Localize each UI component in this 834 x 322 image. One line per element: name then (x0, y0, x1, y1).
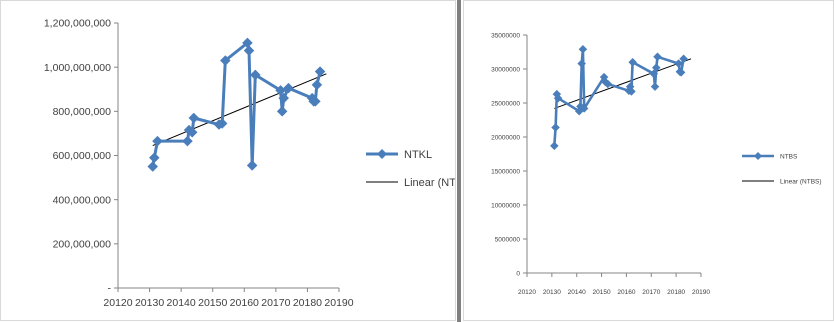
data-point-marker (549, 141, 559, 151)
data-point-marker (653, 52, 662, 62)
chart-ntkl-svg: - 200,000,000 400,000,000 600,000,000 800,00… (44, 18, 455, 309)
data-point-marker (579, 104, 589, 113)
trendline (554, 58, 692, 109)
data-point-marker (219, 55, 231, 66)
x-tick-label: 20120 (103, 297, 132, 309)
data-point-marker (314, 66, 326, 77)
y-tick-label: 0 (516, 270, 520, 277)
x-tick-label: 20130 (135, 297, 164, 309)
data-point-marker (650, 82, 660, 92)
data-point-marker (651, 63, 661, 72)
data-point-marker (147, 161, 159, 172)
x-tick-label: 20120 (518, 289, 536, 296)
x-tick-label: 20180 (293, 297, 322, 309)
data-point-marker (148, 152, 160, 164)
data-point-marker (188, 112, 200, 124)
x-tick-label: 20190 (692, 289, 710, 296)
legend-label-trendline: Linear (NTKL) (404, 177, 455, 189)
data-point-marker (577, 59, 587, 68)
legend-marker-diamond (754, 152, 762, 160)
data-point-marker (216, 118, 228, 129)
series-line (553, 47, 685, 146)
x-tick-label: 20180 (667, 289, 685, 296)
legend-label-series: NTBS (780, 153, 798, 160)
x-tick-label: 20170 (261, 297, 290, 309)
data-point-marker (278, 92, 290, 104)
y-tick-label: 35000000 (491, 32, 520, 39)
data-point-marker (676, 68, 686, 77)
data-point-marker (628, 57, 637, 67)
data-point-marker (553, 93, 563, 103)
legend-label-trendline: Linear (NTBS) (780, 178, 822, 185)
y-tick-label: 10000000 (491, 202, 520, 209)
data-point-marker (249, 69, 261, 81)
y-tick-label: 400,000,000 (53, 194, 112, 206)
y-tick-label: 30000000 (491, 66, 520, 73)
data-point-marker (674, 59, 683, 68)
legend-marker-diamond (377, 149, 387, 159)
y-tick-label: 1,000,000,000 (44, 62, 111, 74)
data-point-marker (649, 69, 659, 79)
x-tick-label: 20140 (167, 297, 196, 309)
x-tick-label: 20130 (543, 289, 561, 296)
y-tick-label: - (108, 283, 112, 295)
series-line (151, 41, 322, 167)
y-tick-label: 5000000 (495, 236, 521, 243)
data-point-marker (186, 126, 198, 138)
y-tick-label: 15000000 (491, 168, 520, 175)
y-tick-label: 200,000,000 (53, 239, 112, 251)
chart-panel-ntkl: - 200,000,000 400,000,000 600,000,000 800,00… (0, 0, 456, 321)
y-tick-label: 20000000 (491, 134, 520, 141)
data-point-marker (243, 45, 255, 56)
x-tick-label: 20170 (642, 289, 660, 296)
data-point-marker (679, 54, 688, 64)
x-tick-label: 20150 (593, 289, 611, 296)
legend-label-series: NTKL (404, 149, 432, 161)
data-point-marker (551, 123, 560, 132)
data-point-marker (309, 96, 321, 107)
x-tick-label: 20190 (324, 297, 353, 309)
data-point-marker (578, 44, 588, 54)
y-tick-label: 800,000,000 (53, 106, 112, 118)
panel-divider (457, 0, 461, 322)
data-point-marker (627, 87, 636, 96)
data-point-marker (603, 79, 613, 89)
data-point-marker (246, 160, 258, 171)
chart-ntbs-svg: 0 5000000 10000000 15000000 20000000 25000000… (491, 32, 822, 296)
y-tick-label: 600,000,000 (53, 150, 112, 162)
x-tick-label: 20150 (198, 297, 227, 309)
data-point-marker (152, 135, 163, 147)
data-point-marker (276, 105, 288, 117)
data-point-marker (311, 79, 323, 91)
data-point-marker (283, 82, 294, 94)
trendline (152, 73, 327, 147)
x-tick-label: 20160 (617, 289, 635, 296)
data-point-marker (182, 135, 193, 147)
y-tick-label: 1,200,000,000 (44, 18, 111, 30)
y-tick-label: 25000000 (491, 100, 520, 107)
x-tick-label: 20140 (568, 289, 586, 296)
chart-panel-ntbs: 0 5000000 10000000 15000000 20000000 25000000… (463, 0, 834, 321)
x-tick-label: 20160 (230, 297, 259, 309)
